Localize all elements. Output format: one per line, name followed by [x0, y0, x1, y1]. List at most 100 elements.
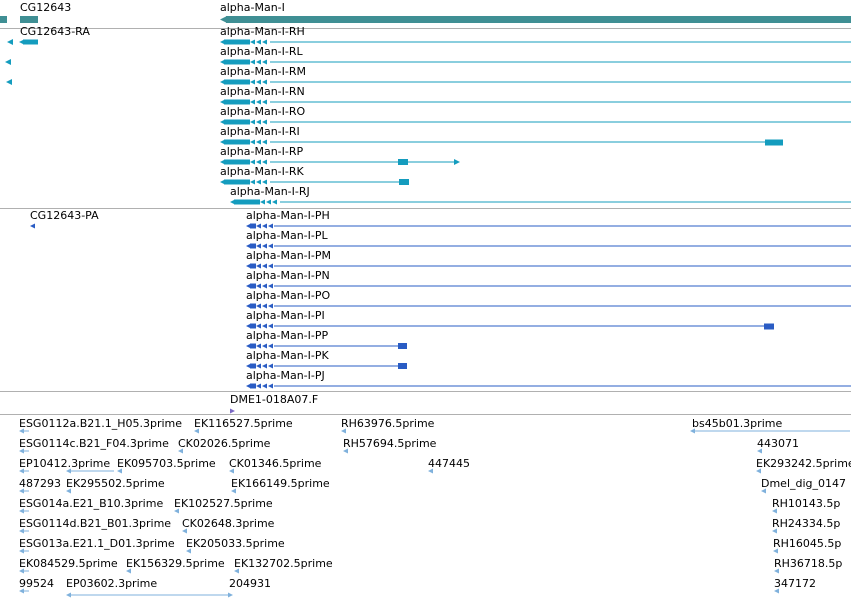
transcript-glyph-exon-ri-end[interactable]: [765, 139, 783, 146]
transcript-glyph-exon-marks[interactable]: [256, 139, 261, 145]
protein-glyph-exon-pk[interactable]: [398, 363, 407, 369]
transcript-label-rn[interactable]: alpha-Man-I-RN: [220, 85, 305, 98]
protein-label-ph[interactable]: alpha-Man-I-PH: [246, 209, 330, 222]
transcript-label-rk[interactable]: alpha-Man-I-RK: [220, 165, 304, 178]
protein-glyph-exon[interactable]: [250, 303, 256, 309]
transcript-label-rp[interactable]: alpha-Man-I-RP: [220, 145, 304, 158]
protein-glyph-exon-marks[interactable]: [262, 323, 267, 329]
est-glyph[interactable]: [178, 448, 183, 454]
est-label[interactable]: CK01346.5prime: [229, 457, 322, 470]
protein-glyph-exon-marks[interactable]: [262, 363, 267, 369]
est-glyph[interactable]: [343, 448, 348, 454]
est-label[interactable]: EK102527.5prime: [174, 497, 273, 510]
est-label[interactable]: EK295502.5prime: [66, 477, 165, 490]
gene-label-cg12643[interactable]: CG12643: [20, 1, 72, 14]
transcript-glyph-rp-end[interactable]: [454, 159, 460, 165]
est-glyph[interactable]: [186, 548, 191, 554]
protein-glyph-exon-marks[interactable]: [268, 343, 273, 349]
transcript-glyph-exon-marks[interactable]: [250, 99, 255, 105]
est-glyph[interactable]: [174, 508, 179, 514]
insertion-glyph[interactable]: [230, 408, 235, 414]
protein-glyph-exon-marks[interactable]: [262, 343, 267, 349]
est-label[interactable]: EK132702.5prime: [234, 557, 333, 570]
protein-glyph-exon[interactable]: [250, 383, 256, 389]
transcript-glyph-start[interactable]: [220, 179, 225, 185]
est-glyph[interactable]: [774, 588, 779, 594]
est-glyph[interactable]: [757, 448, 762, 454]
est-glyph[interactable]: [66, 468, 71, 474]
est-glyph[interactable]: [756, 468, 761, 474]
gene-glyph-cg12643[interactable]: [20, 16, 38, 23]
est-glyph[interactable]: [19, 548, 24, 554]
est-glyph[interactable]: [774, 568, 779, 574]
est-glyph[interactable]: [428, 468, 433, 474]
protein-glyph-exon[interactable]: [250, 343, 256, 349]
protein-glyph-exon-marks[interactable]: [256, 223, 261, 229]
transcript-glyph-exon-rk[interactable]: [399, 179, 409, 185]
transcript-label-rj[interactable]: alpha-Man-I-RJ: [230, 185, 310, 198]
transcript-glyph-start[interactable]: [230, 199, 235, 205]
transcript-glyph-start[interactable]: [220, 39, 225, 45]
est-label[interactable]: RH10143.5p: [772, 497, 841, 510]
est-label[interactable]: RH16045.5p: [773, 537, 842, 550]
est-glyph[interactable]: [19, 448, 24, 454]
est-glyph[interactable]: [117, 468, 122, 474]
protein-glyph-exon[interactable]: [250, 243, 256, 249]
transcript-glyph-fragment[interactable]: [7, 39, 13, 45]
est-glyph[interactable]: [772, 508, 777, 514]
est-glyph[interactable]: [182, 528, 187, 534]
protein-glyph-exon-marks[interactable]: [256, 283, 261, 289]
transcript-glyph-exon-marks[interactable]: [272, 199, 277, 205]
protein-label-pj[interactable]: alpha-Man-I-PJ: [246, 369, 325, 382]
protein-glyph-exon-marks[interactable]: [268, 263, 273, 269]
protein-glyph-exon-marks[interactable]: [256, 263, 261, 269]
transcript-glyph-start[interactable]: [220, 79, 225, 85]
protein-glyph-exon-marks[interactable]: [256, 343, 261, 349]
transcript-glyph-exon-marks[interactable]: [256, 119, 261, 125]
est-label[interactable]: RH36718.5p: [774, 557, 843, 570]
est-glyph[interactable]: [234, 568, 239, 574]
transcript-glyph-exon-marks[interactable]: [262, 139, 267, 145]
protein-glyph-exon-marks[interactable]: [262, 223, 267, 229]
transcript-glyph-exon-marks[interactable]: [262, 179, 267, 185]
transcript-glyph-exon-marks[interactable]: [256, 59, 261, 65]
est-glyph[interactable]: [19, 488, 24, 494]
est-glyph[interactable]: [19, 428, 24, 434]
protein-glyph-start[interactable]: [246, 283, 251, 289]
transcript-glyph-fragment[interactable]: [5, 59, 11, 65]
transcript-glyph-exon[interactable]: [224, 99, 250, 105]
gene-glyph-alpha-man-i-tip[interactable]: [220, 16, 227, 23]
transcript-glyph-exon-marks[interactable]: [262, 159, 267, 165]
transcript-glyph-cg12643-ra-tip[interactable]: [19, 39, 24, 45]
transcript-glyph-exon-marks[interactable]: [250, 79, 255, 85]
transcript-glyph-start[interactable]: [220, 159, 225, 165]
transcript-glyph-exon[interactable]: [224, 119, 250, 125]
protein-glyph-exon-pp[interactable]: [398, 343, 407, 349]
insertion-label[interactable]: DME1-018A07.F: [230, 393, 319, 406]
gene-glyph-alpha-man-i[interactable]: [226, 16, 851, 23]
protein-glyph-exon-marks[interactable]: [268, 323, 273, 329]
transcript-glyph-exon-marks[interactable]: [250, 39, 255, 45]
est-label[interactable]: EK156329.5prime: [126, 557, 225, 570]
transcript-glyph-exon-marks[interactable]: [262, 99, 267, 105]
transcript-glyph-exon-marks[interactable]: [256, 99, 261, 105]
est-glyph[interactable]: [228, 592, 233, 598]
transcript-glyph-exon-marks[interactable]: [260, 199, 265, 205]
est-label[interactable]: 347172: [774, 577, 816, 590]
protein-glyph-exon-marks[interactable]: [262, 243, 267, 249]
est-label[interactable]: Dmel_dig_0147: [761, 477, 847, 490]
protein-glyph-exon-marks[interactable]: [268, 303, 273, 309]
transcript-glyph-exon-rp[interactable]: [398, 159, 408, 165]
est-label[interactable]: CK02648.3prime: [182, 517, 275, 530]
protein-label-po[interactable]: alpha-Man-I-PO: [246, 289, 331, 302]
protein-label-cg12643-pa[interactable]: CG12643-PA: [30, 209, 99, 222]
transcript-glyph-exon[interactable]: [224, 139, 250, 145]
transcript-glyph-exon-marks[interactable]: [250, 119, 255, 125]
est-glyph[interactable]: [231, 488, 236, 494]
transcript-glyph-fragment[interactable]: [6, 79, 12, 85]
est-glyph[interactable]: [19, 588, 24, 594]
transcript-label-ro[interactable]: alpha-Man-I-RO: [220, 105, 306, 118]
transcript-glyph-exon-marks[interactable]: [266, 199, 271, 205]
protein-glyph-start[interactable]: [246, 363, 251, 369]
transcript-glyph-cg12643-ra[interactable]: [23, 39, 38, 45]
